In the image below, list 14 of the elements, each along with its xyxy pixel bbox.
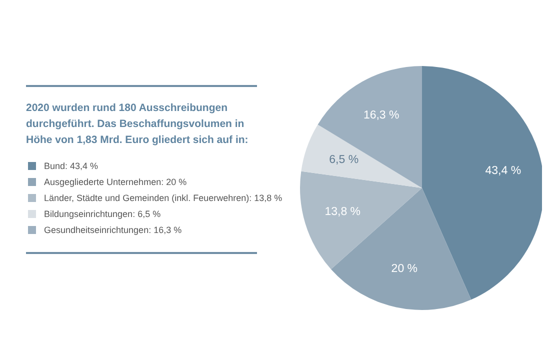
pie-slice [318, 66, 422, 188]
data-label: 16,3 % [363, 110, 400, 122]
legend-label: Länder, Städte und Gemeinden (inkl. Feuerwehren): 13,8 % [44, 193, 282, 203]
data-label: 13,8 % [324, 206, 361, 218]
legend-label: Gesundheitseinrichtungen: 16,3 % [44, 225, 182, 235]
pie-slice [301, 124, 422, 188]
legend-label: Bund: 43,4 % [44, 161, 98, 171]
legend-label: Bildungseinrichtungen: 6,5 % [44, 209, 161, 219]
data-label: 43,4 % [485, 164, 522, 177]
data-label: 20 % [391, 263, 418, 276]
text: 2020 wurden rund 180 Ausschreibungen durchgeführt. Das Beschaffungsvolumen in Höhe von 1,83 Mrd. Euro gliedert sich auf in: [26, 101, 250, 148]
pie-slice [422, 66, 542, 300]
data-label: 6,5 % [329, 154, 359, 166]
legend-label: Ausgegliederte Unternehmen: 20 % [44, 177, 187, 187]
